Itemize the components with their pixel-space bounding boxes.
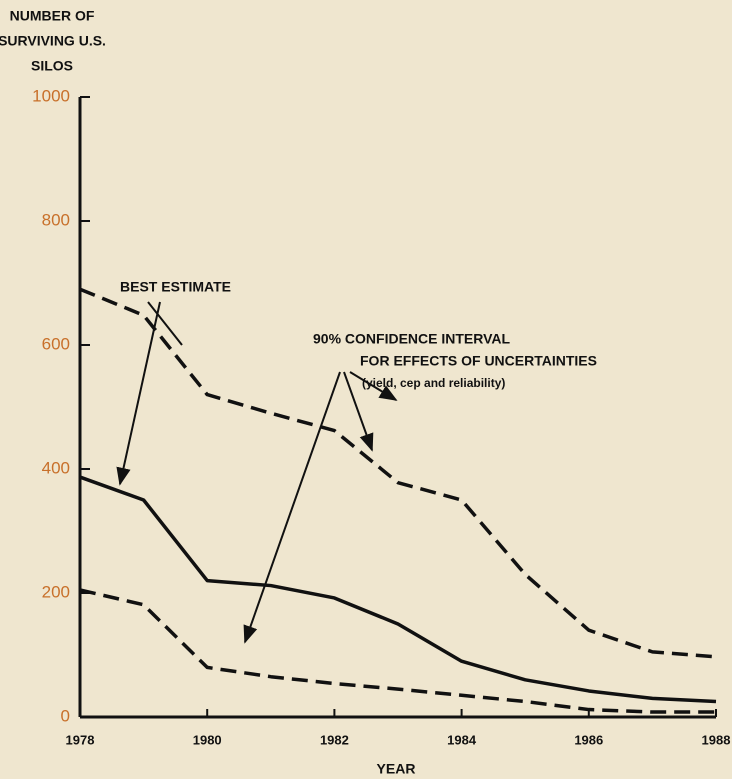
y-tick-label: 400 <box>42 458 70 477</box>
y-axis-label: SILOS <box>31 58 73 74</box>
line <box>79 475 717 704</box>
y-tick-label: 600 <box>42 334 70 353</box>
annotation: BEST ESTIMATE <box>120 279 231 295</box>
y-tick-label: 800 <box>42 210 70 229</box>
y-tick-label: 200 <box>42 582 70 601</box>
x-tick-label: 1988 <box>702 732 731 747</box>
annotation: (yield, cep and reliability) <box>362 376 505 390</box>
y-axis-label: SURVIVING U.S. <box>0 33 106 49</box>
arrows <box>116 301 398 644</box>
x-tick-label: 1980 <box>193 732 222 747</box>
x-tick-label: 1984 <box>447 732 477 747</box>
y-tick-label: 0 <box>61 706 70 725</box>
line <box>79 588 716 714</box>
x-tick-label: 1978 <box>66 732 95 747</box>
y-axis-label: NUMBER OF <box>10 8 95 24</box>
annotation: FOR EFFECTS OF UNCERTAINTIES <box>360 353 597 369</box>
x-axis-label: YEAR <box>377 761 416 777</box>
x-tick-label: 1982 <box>320 732 349 747</box>
line <box>79 287 717 659</box>
x-tick-label: 1986 <box>574 732 603 747</box>
annotation: 90% CONFIDENCE INTERVAL <box>313 331 511 347</box>
y-tick-label: 1000 <box>32 86 70 105</box>
